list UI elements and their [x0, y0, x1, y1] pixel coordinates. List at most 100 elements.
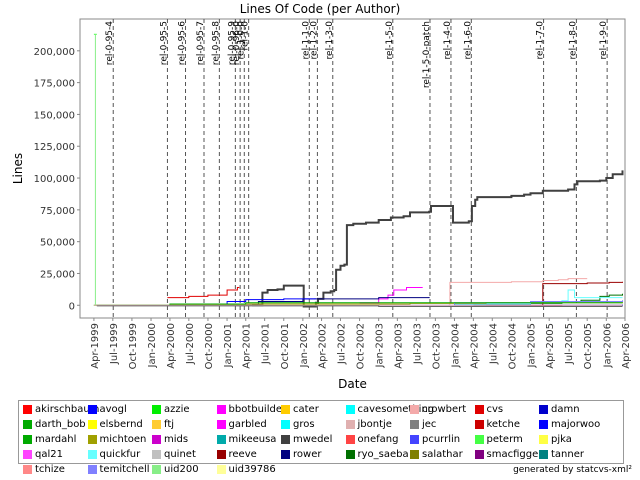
legend-swatch	[216, 465, 226, 474]
release-label: rel-0-95-5	[159, 21, 169, 65]
x-tick-label: Jul-2000	[185, 323, 196, 365]
x-tick-label: Jul-1999	[109, 323, 120, 365]
legend-label: peterm	[486, 434, 523, 445]
legend-item: crowbert	[410, 404, 466, 415]
legend-swatch	[410, 450, 419, 459]
release-label: rel-1-5-0	[385, 21, 395, 60]
release-label: rel-1-6-0	[463, 21, 473, 60]
x-tick-label: Apr-2001	[242, 323, 253, 369]
x-tick-label: Jan-2006	[602, 323, 613, 368]
series-line-crowbert	[448, 278, 588, 306]
legend-swatch	[152, 435, 161, 444]
legend-label: jec	[422, 419, 437, 430]
legend-item: avogl	[87, 404, 127, 415]
legend-item: mids	[152, 434, 188, 445]
legend-item: akirschbaum	[23, 404, 99, 415]
legend-swatch	[474, 405, 484, 414]
x-tick-label: Oct-2002	[356, 323, 367, 369]
x-tick-label: Oct-2000	[204, 323, 215, 369]
legend-item: cvs	[474, 404, 503, 415]
legend-item: qal21	[23, 449, 63, 460]
release-label: rel-1-0	[241, 21, 251, 51]
x-tick-label: Apr-2005	[545, 323, 556, 369]
x-tick-label: Apr-2004	[469, 323, 480, 369]
release-label: rel-0-95-7	[196, 21, 206, 65]
legend-item: michtoen	[87, 434, 146, 445]
legend-label: tchize	[35, 464, 65, 475]
release-label: rel-1-2-0	[309, 21, 319, 60]
legend-item: azzie	[152, 404, 190, 415]
release-label: rel-1-7-0	[536, 21, 546, 60]
release-label: rel-0-95-8	[211, 21, 221, 65]
legend-swatch	[281, 435, 290, 444]
legend-item: mardahl	[23, 434, 76, 445]
legend-swatch	[410, 405, 419, 414]
legend-swatch	[345, 435, 355, 444]
legend-label: pcurrlin	[422, 434, 461, 445]
legend-item: ftj	[152, 419, 174, 430]
x-tick-label: Apr-2003	[393, 323, 404, 369]
legend-item: mikeeusa	[216, 434, 276, 445]
legend-item: rower	[281, 449, 321, 460]
legend-swatch	[23, 405, 32, 414]
legend-item: quinet	[152, 449, 196, 460]
legend-item: elsbernd	[87, 419, 143, 430]
legend-swatch	[410, 435, 419, 444]
y-tick-label: 75,000	[40, 206, 75, 217]
legend-item: cater	[281, 404, 319, 415]
legend-label: smacfiggen	[486, 449, 545, 460]
legend-label: onefang	[357, 434, 399, 445]
legend-label: darth_bob	[35, 419, 86, 430]
y-axis-label: Lines	[11, 153, 25, 184]
legend-swatch	[345, 420, 355, 429]
legend-label: bbotbuilder	[228, 404, 287, 415]
y-tick-label: 150,000	[34, 110, 75, 121]
legend-label: ryo_saeba	[357, 449, 409, 460]
legend-swatch	[23, 450, 32, 459]
legend-item: bbotbuilder	[216, 404, 287, 415]
legend-swatch	[87, 450, 97, 459]
legend-swatch	[23, 465, 32, 474]
legend-swatch	[152, 465, 161, 474]
legend-label: akirschbaum	[35, 404, 100, 415]
series-line-garbled	[359, 287, 423, 304]
plot-background	[79, 18, 626, 319]
legend-item: ryo_saeba	[345, 449, 409, 460]
x-tick-label: Oct-2003	[431, 323, 442, 369]
y-tick-label: 100,000	[34, 174, 75, 185]
y-tick-label: 50,000	[40, 238, 75, 249]
legend-item: salathar	[410, 449, 463, 460]
x-tick-label: Jan-2005	[526, 323, 537, 368]
legend-swatch	[216, 450, 226, 459]
legend-swatch	[87, 420, 97, 429]
x-tick-label: Oct-1999	[128, 323, 139, 369]
legend-item: onefang	[345, 434, 399, 445]
x-tick-label: Jan-2003	[375, 323, 386, 368]
legend-label: qal21	[35, 449, 63, 460]
legend-item: peterm	[474, 434, 523, 445]
legend: akirschbaum avogl azzie bbotbuilder cater cav…	[18, 400, 624, 475]
x-tick-label: Jan-2004	[450, 323, 461, 368]
chart-area: Lines Of Code (per Author) Lines Date 0 2…	[11, 2, 632, 391]
legend-label: mwedel	[293, 434, 333, 445]
legend-label: avogl	[99, 404, 127, 415]
x-tick-label: Apr-2002	[318, 323, 329, 369]
legend-item: garbled	[216, 419, 267, 430]
legend-item: uid200	[152, 464, 199, 475]
y-tick-label: 0	[69, 301, 75, 312]
legend-item: pcurrlin	[410, 434, 460, 445]
legend-swatch	[87, 465, 97, 474]
legend-swatch	[87, 435, 97, 444]
legend-label: ketche	[486, 419, 521, 430]
legend-swatch	[216, 420, 226, 429]
legend-item: reeve	[216, 449, 257, 460]
legend-label: crowbert	[422, 404, 467, 415]
legend-swatch	[216, 405, 226, 414]
legend-label: uid200	[164, 464, 199, 475]
footer-generator: generated by statcvs-xml²	[513, 465, 632, 475]
release-label: rel-1-8-0	[568, 21, 578, 60]
x-tick-label: Jan-2001	[223, 323, 234, 368]
legend-label: garbled	[228, 419, 267, 430]
release-label: rel-0-95-6	[178, 21, 188, 65]
legend-label: rower	[293, 449, 322, 460]
